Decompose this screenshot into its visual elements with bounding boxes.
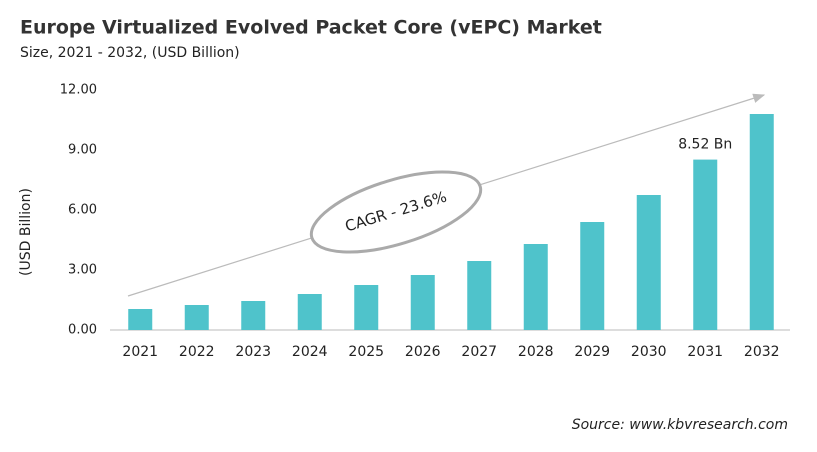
bar xyxy=(523,244,548,330)
x-tick-label: 2024 xyxy=(292,344,328,360)
y-tick-label: 9.00 xyxy=(68,143,97,158)
bar xyxy=(128,309,153,330)
x-tick-label: 2027 xyxy=(461,344,497,360)
x-tick-label: 2032 xyxy=(744,344,780,360)
cagr-ellipse xyxy=(309,170,483,254)
y-tick-label: 12.00 xyxy=(60,83,97,98)
x-tick-label: 2031 xyxy=(687,344,723,360)
y-tick-label: 6.00 xyxy=(68,203,97,218)
bar xyxy=(467,261,492,330)
source: Source: www.kbvresearch.com xyxy=(572,417,788,433)
bar xyxy=(410,275,435,330)
x-tick-label: 2021 xyxy=(122,344,158,360)
chart-subtitle: Size, 2021 - 2032, (USD Billion) xyxy=(20,45,240,61)
bar xyxy=(297,294,322,330)
y-axis-label: (USD Billion) xyxy=(18,188,34,276)
bar xyxy=(354,285,379,330)
x-tick-label: 2026 xyxy=(405,344,441,360)
bar xyxy=(580,222,605,330)
bar xyxy=(749,114,774,330)
x-tick-label: 2030 xyxy=(631,344,667,360)
bar xyxy=(693,159,718,330)
chart-title: Europe Virtualized Evolved Packet Core (… xyxy=(20,17,602,39)
x-tick-label: 2028 xyxy=(518,344,554,360)
bar xyxy=(184,305,209,330)
bar xyxy=(241,301,266,330)
y-tick-label: 3.00 xyxy=(68,263,97,278)
data-label: 8.52 Bn xyxy=(678,137,732,153)
x-tick-label: 2022 xyxy=(179,344,215,360)
x-tick-label: 2023 xyxy=(235,344,271,360)
x-tick-label: 2025 xyxy=(348,344,384,360)
x-tick-label: 2029 xyxy=(574,344,610,360)
y-tick-label: 0.00 xyxy=(68,323,97,338)
bar xyxy=(636,195,661,330)
